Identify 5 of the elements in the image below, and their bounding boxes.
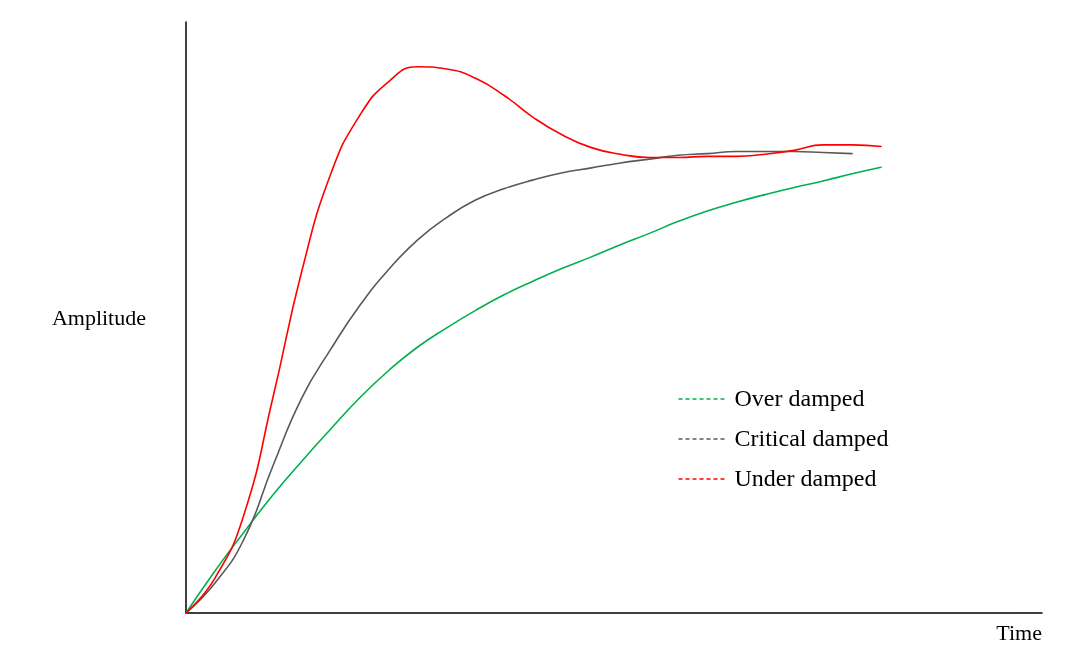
x-axis-title: Time — [996, 619, 1042, 645]
y-axis-title: Amplitude — [51, 305, 146, 330]
legend-label: Over damped — [734, 385, 865, 411]
legend-label: Under damped — [734, 465, 877, 491]
legend-label: Critical damped — [734, 425, 889, 451]
